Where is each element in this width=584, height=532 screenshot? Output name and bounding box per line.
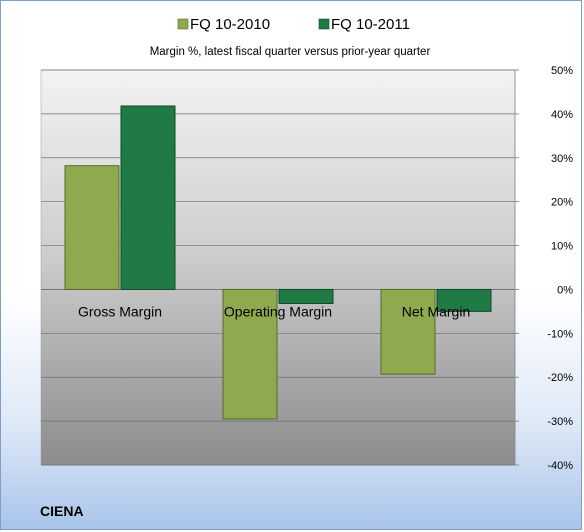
legend-swatch-fq-2010 (177, 18, 189, 30)
bar-gross-margin-fq-2011 (120, 105, 176, 290)
legend-label-fq-2011: FQ 10-2011 (331, 16, 410, 33)
legend: FQ 10-2010 FQ 10-2011 (177, 16, 410, 33)
y-tick-label: 10% (551, 241, 573, 253)
bar-gross-margin-fq-2010 (64, 165, 120, 290)
chart-subtitle: Margin %, latest fiscal quarter versus p… (150, 46, 431, 58)
bar-net-margin-fq-2010 (380, 288, 436, 375)
y-tick-label: -20% (547, 372, 573, 384)
y-tick-label: -40% (547, 460, 573, 472)
y-tick-label: -10% (547, 328, 573, 340)
company-label: CIENA (40, 503, 84, 519)
bar-net-margin-fq-2011 (436, 288, 492, 312)
legend-label-fq-2010: FQ 10-2010 (190, 16, 270, 33)
category-label: Gross Margin (78, 303, 162, 319)
bars (64, 105, 492, 420)
y-tick-label: 0% (557, 284, 573, 296)
bar-operating-margin-fq-2011 (278, 288, 334, 304)
y-tick-label: 50% (551, 65, 573, 77)
y-tick-label: 40% (551, 109, 573, 121)
gridlines (41, 69, 515, 466)
y-tick-label: -30% (547, 416, 573, 428)
bar-operating-margin-fq-2010 (222, 288, 278, 420)
y-tick-label: 30% (551, 153, 573, 165)
plot-area (40, 69, 516, 466)
legend-swatch-fq-2011 (318, 18, 330, 30)
category-label: Net Margin (402, 303, 470, 319)
y-tick-label: 20% (551, 197, 573, 209)
y-axis: 50% 40% 30% 20% 10% 0% -10% -20% -30% -40% (514, 65, 573, 472)
category-label: Operating Margin (224, 303, 332, 319)
category-labels: Gross Margin Operating Margin Net Margin (78, 303, 470, 319)
